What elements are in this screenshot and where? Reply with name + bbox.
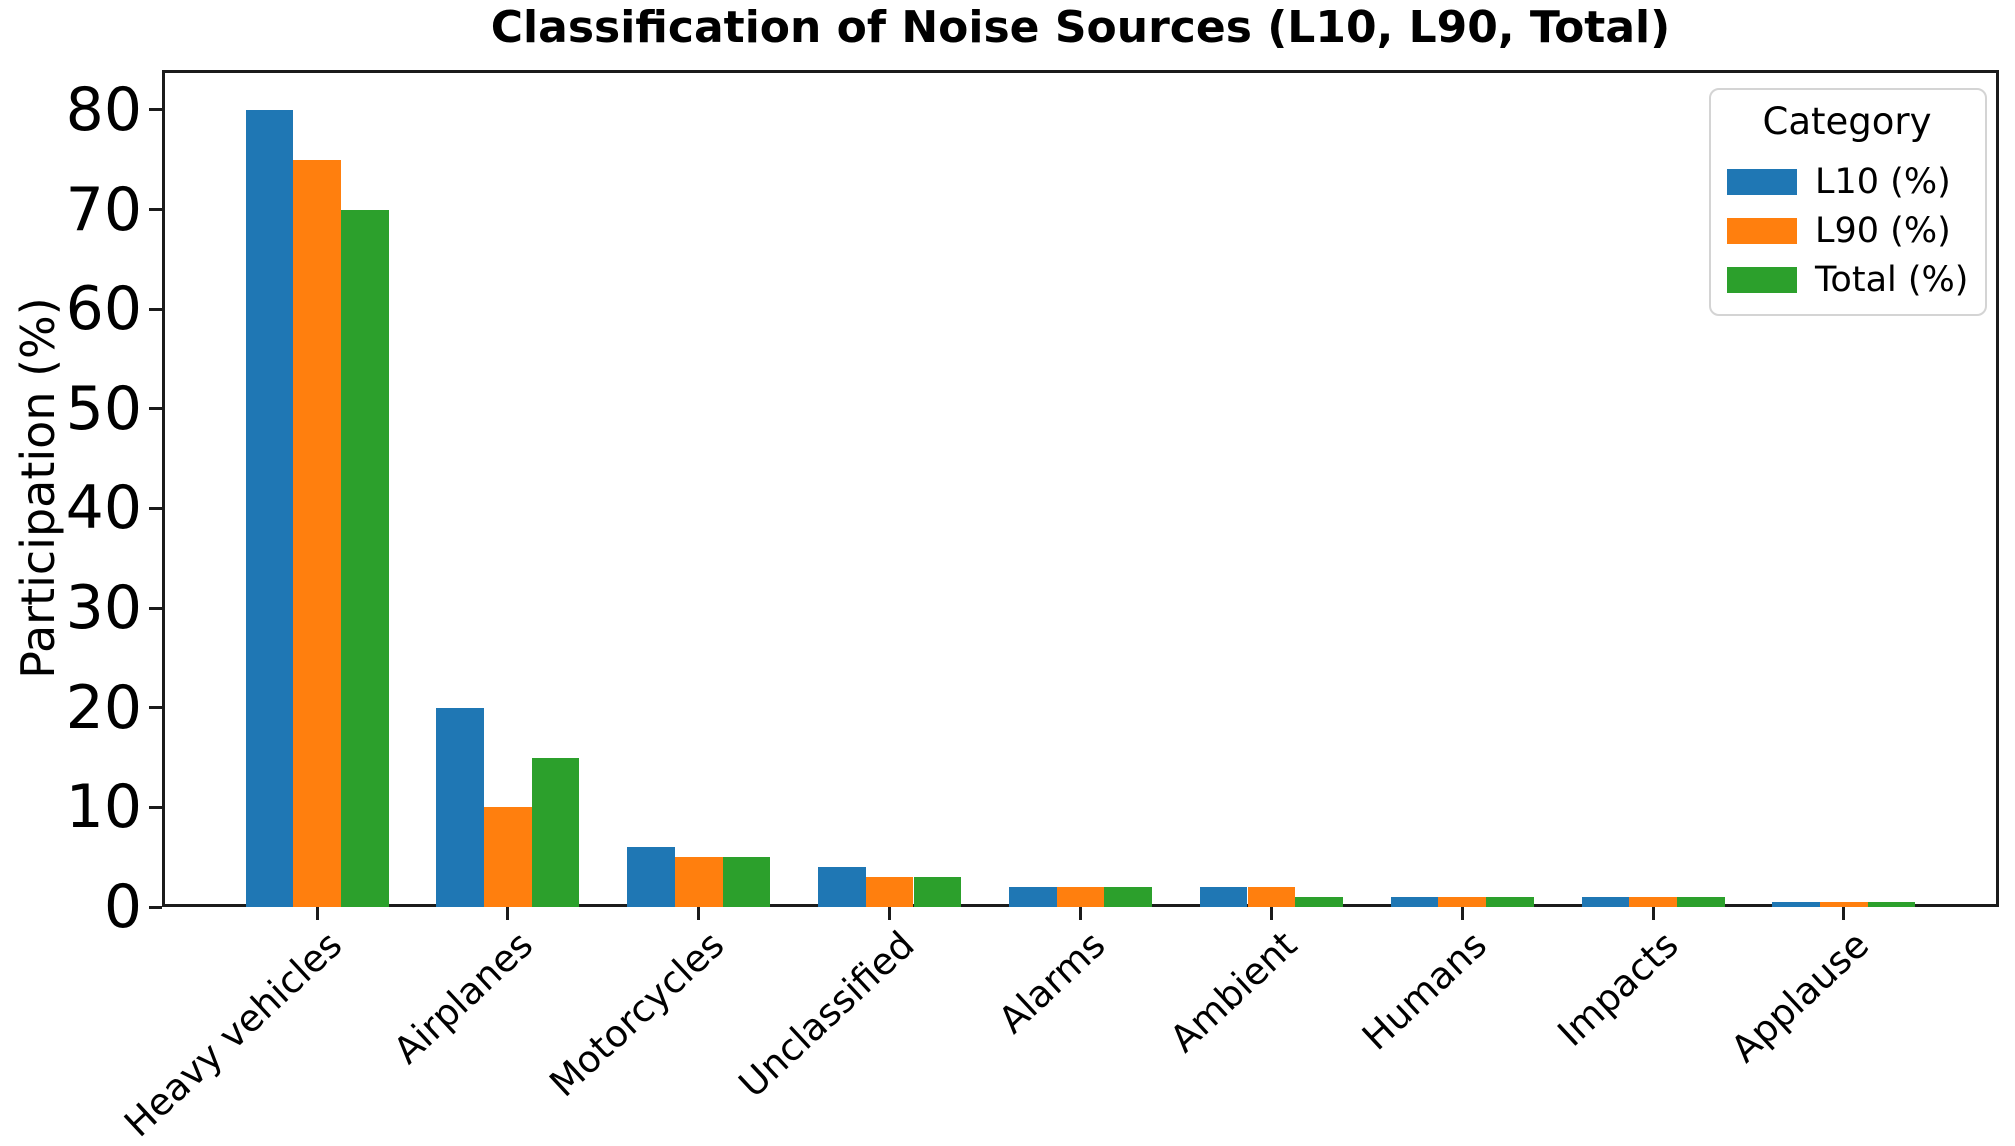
bar-ambient-total <box>1295 897 1343 907</box>
ytick-mark-60 <box>149 307 162 311</box>
xtick-label-humans: Humans <box>1354 923 1496 1059</box>
ytick-label-80: 80 <box>65 74 142 145</box>
bar-alarms-l10 <box>1008 887 1057 907</box>
xtick-mark-unclassified <box>888 907 892 920</box>
ytick-label-0: 0 <box>103 872 142 942</box>
legend-swatch-l10 <box>1727 169 1797 195</box>
ytick-label-40: 40 <box>65 473 142 544</box>
xtick-label-motorcycles: Motorcycles <box>541 923 733 1106</box>
xtick-mark-applause <box>1842 907 1846 920</box>
xtick-mark-impacts <box>1651 907 1655 920</box>
legend-rows: L10 (%) L90 (%) Total (%) <box>1727 153 1969 300</box>
ytick-label-20: 20 <box>65 672 142 743</box>
xtick-label-ambient: Ambient <box>1161 923 1305 1061</box>
ytick-mark-20 <box>149 706 162 710</box>
bar-applause-l90 <box>1820 902 1868 907</box>
legend-item-l90: L90 (%) <box>1727 211 1967 251</box>
bar-impacts-l10 <box>1581 897 1630 907</box>
xtick-mark-heavy-vehicles <box>315 907 319 920</box>
bar-unclassified-total <box>913 877 962 907</box>
legend-swatch-total <box>1727 267 1797 293</box>
bar-motorcycles-l90 <box>674 857 723 907</box>
bar-unclassified-l90 <box>865 877 914 907</box>
xtick-label-impacts: Impacts <box>1549 923 1687 1055</box>
xtick-mark-humans <box>1460 907 1464 920</box>
bar-impacts-total <box>1676 897 1725 907</box>
ytick-mark-40 <box>149 506 162 510</box>
bar-ambient-l10 <box>1199 887 1248 907</box>
bar-motorcycles-l10 <box>627 847 675 907</box>
bar-humans-l90 <box>1438 897 1487 907</box>
ytick-label-50: 50 <box>65 373 142 444</box>
legend: Category L10 (%) L90 (%) Total (%) <box>1709 88 1987 316</box>
bar-humans-total <box>1486 897 1534 907</box>
ytick-label-60: 60 <box>65 274 142 345</box>
ytick-mark-80 <box>149 108 162 112</box>
bar-humans-l10 <box>1390 897 1439 907</box>
xtick-mark-alarms <box>1079 907 1082 920</box>
ytick-mark-70 <box>149 208 162 211</box>
bar-ambient-l90 <box>1247 887 1296 907</box>
bar-airplanes-l10 <box>436 707 485 907</box>
bar-applause-total <box>1867 902 1916 907</box>
legend-swatch-l90 <box>1727 218 1797 244</box>
ytick-label-10: 10 <box>65 772 142 843</box>
ytick-mark-10 <box>149 805 162 809</box>
ytick-mark-30 <box>149 606 162 610</box>
legend-item-total: Total (%) <box>1727 260 1969 300</box>
bar-unclassified-l10 <box>818 867 866 907</box>
bar-motorcycles-total <box>722 857 771 907</box>
legend-label-total: Total (%) <box>1815 260 1969 300</box>
bar-alarms-total <box>1104 887 1153 907</box>
bar-applause-l10 <box>1772 902 1821 907</box>
bar-airplanes-l90 <box>484 807 532 907</box>
ytick-mark-0 <box>149 905 162 909</box>
bar-heavy-vehicles-total <box>340 209 389 907</box>
bar-alarms-l90 <box>1056 887 1105 907</box>
xtick-mark-motorcycles <box>697 907 701 920</box>
bar-heavy-vehicles-l10 <box>245 109 294 907</box>
legend-item-l10: L10 (%) <box>1727 162 1967 202</box>
xtick-label-airplanes: Airplanes <box>385 923 542 1073</box>
ytick-label-70: 70 <box>65 174 142 245</box>
xtick-mark-airplanes <box>506 907 510 920</box>
xtick-label-heavy-vehicles: Heavy vehicles <box>116 923 351 1146</box>
xtick-mark-ambient <box>1269 907 1273 920</box>
legend-label-l10: L10 (%) <box>1815 162 1951 202</box>
ytick-mark-50 <box>149 407 162 411</box>
legend-label-l90: L90 (%) <box>1815 211 1951 251</box>
xtick-label-applause: Applause <box>1723 923 1878 1071</box>
bar-heavy-vehicles-l90 <box>293 159 341 907</box>
bar-impacts-l90 <box>1629 897 1677 907</box>
chart-title: Classification of Noise Sources (L10, L9… <box>490 2 1671 53</box>
ytick-label-30: 30 <box>65 573 142 644</box>
legend-title: Category <box>1762 100 1932 143</box>
bar-airplanes-total <box>531 757 580 907</box>
xtick-label-alarms: Alarms <box>990 923 1114 1042</box>
xtick-label-unclassified: Unclassified <box>731 923 923 1107</box>
